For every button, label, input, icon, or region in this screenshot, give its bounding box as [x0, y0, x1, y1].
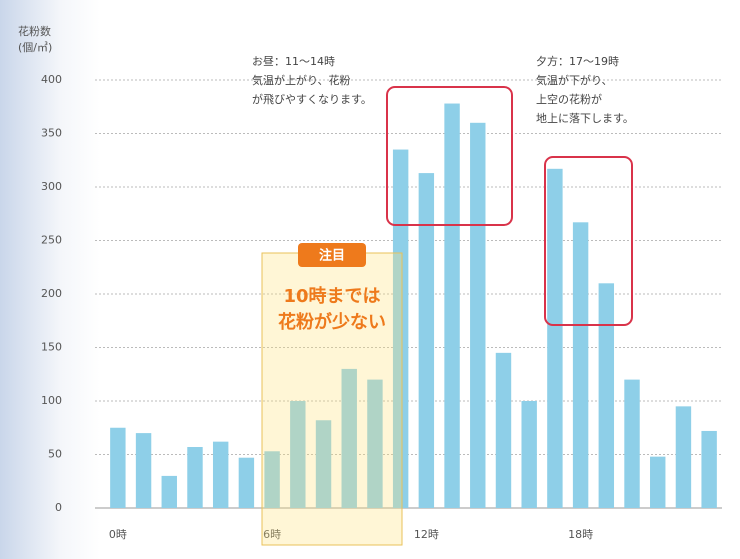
annotation: が飛びやすくなります。 — [252, 92, 372, 106]
y-tick-label: 250 — [41, 234, 62, 247]
bar — [238, 457, 255, 508]
bar — [135, 433, 152, 508]
y-tick-label: 100 — [41, 394, 62, 407]
bar — [624, 379, 640, 508]
y-tick-label: 50 — [48, 448, 62, 461]
bar — [367, 379, 383, 508]
focus-text: 花粉が少ない — [278, 311, 386, 333]
y-axis-title: (個/㎥) — [18, 41, 52, 54]
evening-box — [544, 156, 633, 326]
y-tick-label: 150 — [41, 341, 62, 354]
bar — [521, 401, 537, 508]
focus-badge — [298, 243, 366, 267]
y-tick-label: 350 — [41, 127, 62, 140]
bar — [547, 168, 563, 508]
x-tick-label: 0時 — [109, 528, 127, 541]
bar — [444, 103, 460, 508]
focus-badge-text: 注目 — [319, 248, 345, 264]
bar — [290, 401, 306, 508]
annotation: 気温が上がり、花粉 — [252, 73, 351, 87]
bar — [701, 430, 717, 508]
bar — [470, 122, 486, 509]
y-tick-label: 300 — [41, 180, 62, 193]
y-tick-label: 400 — [41, 73, 62, 86]
bar — [675, 406, 692, 508]
annotation: 気温が下がり、 — [536, 73, 613, 87]
bar — [315, 420, 332, 508]
bar — [161, 475, 177, 508]
y-axis-title: 花粉数 — [18, 25, 51, 38]
focus-text: 10時までは — [283, 286, 380, 307]
x-tick-label: 6時 — [263, 528, 281, 541]
y-tick-label: 0 — [55, 501, 62, 514]
bar — [110, 427, 126, 508]
annotation: 夕方：17～19時 — [536, 54, 619, 68]
bar — [341, 368, 357, 508]
x-tick-label: 18時 — [568, 528, 593, 541]
bar — [418, 173, 435, 508]
noon-box — [386, 86, 513, 226]
annotation: 上空の花粉が — [536, 92, 602, 106]
y-tick-label: 200 — [41, 287, 62, 300]
bar — [598, 283, 615, 508]
annotation: お昼：11～14時 — [252, 55, 335, 68]
bar — [392, 149, 409, 509]
annotation: 地上に落下します。 — [536, 112, 634, 125]
bar — [572, 222, 589, 508]
bar — [650, 456, 666, 508]
x-tick-label: 12時 — [414, 528, 439, 541]
bar — [187, 447, 203, 508]
bar — [264, 451, 280, 508]
bar — [212, 441, 229, 508]
bar — [495, 352, 512, 508]
